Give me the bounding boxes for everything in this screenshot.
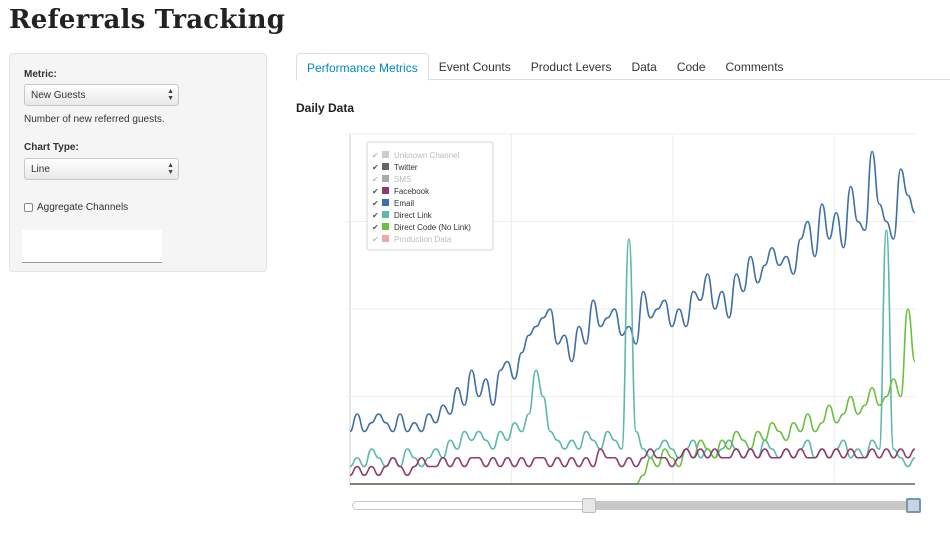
metric-select-value: New Guests [31,90,86,101]
chart-type-select-value: Line [31,164,50,175]
legend-check-icon: ✔ [372,151,379,160]
tab-bar: Performance Metrics Event Counts Product… [296,53,950,81]
section-title: Daily Data [296,101,355,115]
chart-legend: ✔ Unknown Channel ✔ Twitter ✔ SMS ✔ Facebook ✔ Em… [366,141,494,251]
legend-label: Twitter [394,163,418,172]
tab-performance-metrics[interactable]: Performance Metrics [296,53,429,81]
legend-box [366,141,494,251]
legend-label: Email [394,199,414,208]
series-line-facebook [349,448,916,477]
aggregate-channels-checkbox[interactable] [24,203,33,212]
legend-check-icon: ✔ [372,187,379,196]
legend-swatch [382,151,389,158]
slider-selected-range[interactable] [589,501,913,510]
tab-code[interactable]: Code [676,60,706,74]
legend-swatch [382,187,389,194]
metric-help-text: Number of new referred guests. [24,114,165,125]
select-arrows-icon: ▲ ▼ [167,88,174,102]
metric-label: Metric: [24,69,57,80]
slider-handle-end[interactable] [906,498,921,513]
aggregate-channels-label: Aggregate Channels [37,202,129,213]
blank-output-box [22,230,162,263]
tab-event-counts[interactable]: Event Counts [438,60,511,74]
legend-check-icon: ✔ [372,199,379,208]
date-range-slider[interactable] [352,498,921,513]
legend-swatch [382,223,389,230]
legend-swatch [382,175,389,182]
app-title: Referrals Tracking [9,5,286,35]
legend-swatch [382,163,389,170]
tab-product-levers[interactable]: Product Levers [530,60,612,74]
legend-swatch [382,211,389,218]
tab-comments[interactable]: Comments [725,60,784,74]
legend-label: Production Data [394,235,452,244]
legend-check-icon: ✔ [372,223,379,232]
chart-type-label: Chart Type: [24,142,79,153]
slider-handle-start[interactable] [582,498,596,513]
legend-check-icon: ✔ [372,163,379,172]
legend-label: SMS [394,175,411,184]
series-line-email [349,150,916,433]
series-line-direct-link [349,229,916,468]
legend-label: Direct Link [394,211,433,220]
legend-label: Facebook [394,187,430,196]
metric-select[interactable]: New Guests ▲ ▼ [24,84,179,106]
legend-check-icon: ✔ [372,175,379,184]
legend-check-icon: ✔ [372,235,379,244]
sidebar-panel: Metric: New Guests ▲ ▼ Number of new refe… [9,53,267,272]
chart-series [349,150,916,485]
legend-swatch [382,199,389,206]
legend-swatch [382,235,389,242]
chart-type-select[interactable]: Line ▲ ▼ [24,158,179,180]
legend-check-icon: ✔ [372,211,379,220]
legend-label: Direct Code (No Link) [394,223,471,232]
legend-label: Unknown Channel [394,151,460,160]
aggregate-channels-toggle[interactable]: Aggregate Channels [24,202,128,213]
select-arrows-icon: ▲ ▼ [167,162,174,176]
daily-data-chart: ✔ Unknown Channel ✔ Twitter ✔ SMS ✔ Facebook ✔ Em… [346,133,916,485]
tab-data[interactable]: Data [631,60,657,74]
